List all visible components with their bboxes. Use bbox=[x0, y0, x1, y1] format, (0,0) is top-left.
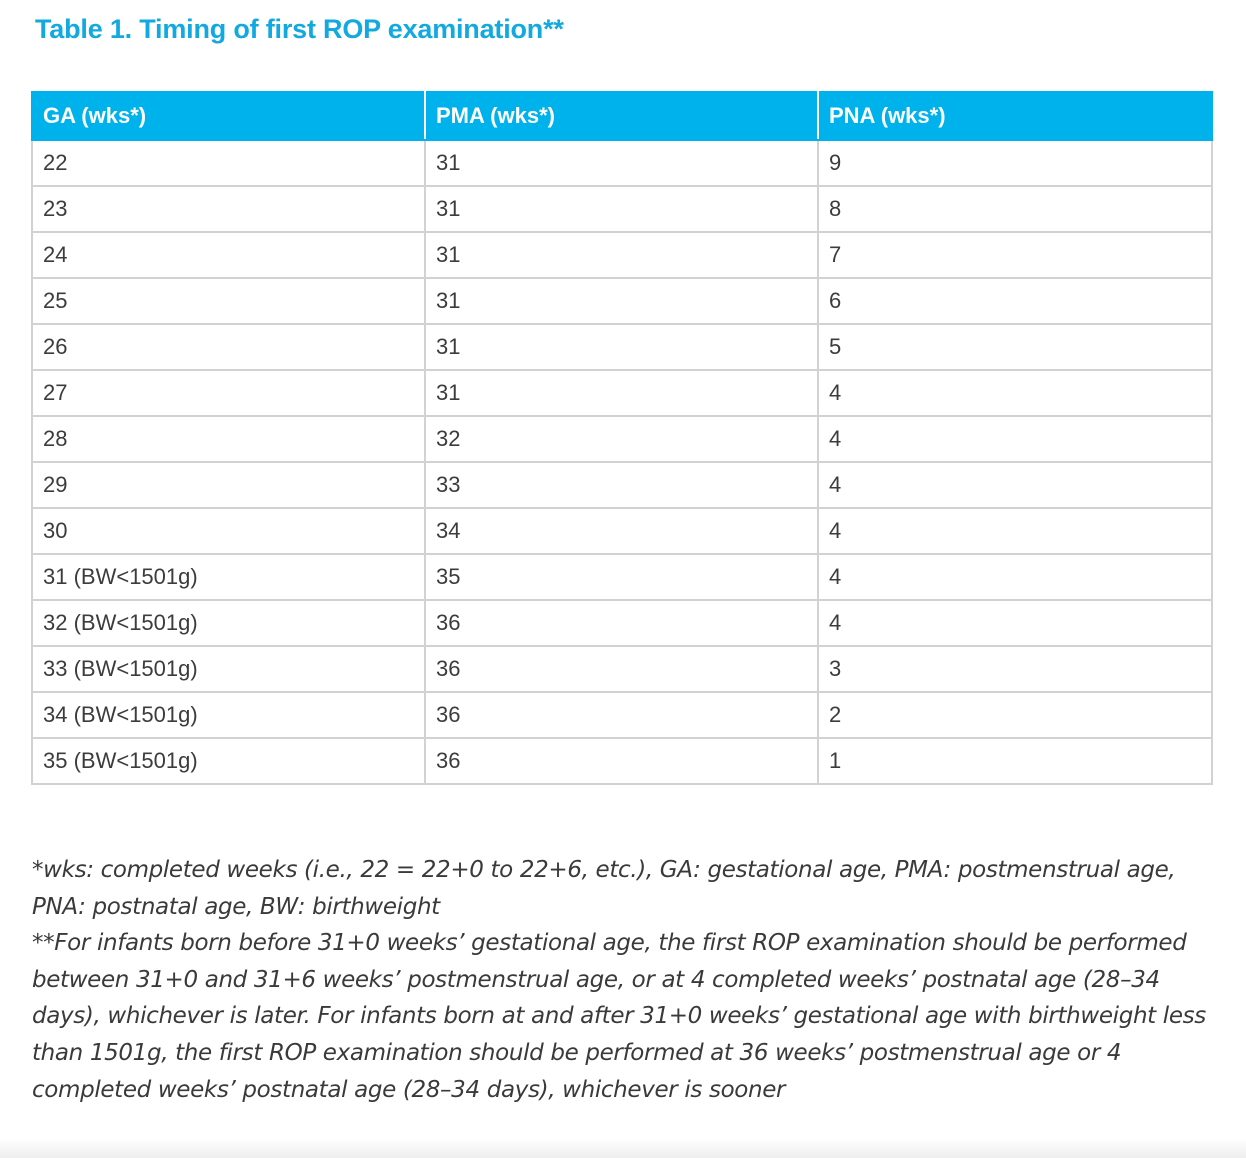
table-row: 26 31 5 bbox=[31, 323, 1213, 371]
table-row: 22 31 9 bbox=[31, 139, 1213, 187]
cell-ga: 34 (BW<1501g) bbox=[31, 691, 426, 739]
cell-pma: 36 bbox=[424, 691, 819, 739]
cell-pma: 31 bbox=[424, 277, 819, 325]
cell-pma: 31 bbox=[424, 323, 819, 371]
cell-pna: 4 bbox=[817, 553, 1213, 601]
cell-pna: 3 bbox=[817, 645, 1213, 693]
table-row: 28 32 4 bbox=[31, 415, 1213, 463]
cell-ga: 33 (BW<1501g) bbox=[31, 645, 426, 693]
footnote-abbreviations: *wks: completed weeks (i.e., 22 = 22+0 t… bbox=[32, 857, 1176, 920]
cell-pma: 31 bbox=[424, 139, 819, 187]
cell-ga: 28 bbox=[31, 415, 426, 463]
cell-ga: 27 bbox=[31, 369, 426, 417]
footnote-timing: **For infants born before 31+0 weeks’ ge… bbox=[32, 930, 1206, 1103]
cell-ga: 23 bbox=[31, 185, 426, 233]
cell-pma: 32 bbox=[424, 415, 819, 463]
cell-ga: 22 bbox=[31, 139, 426, 187]
table-title: Table 1. Timing of first ROP examination… bbox=[35, 14, 564, 44]
cell-pna: 4 bbox=[817, 415, 1213, 463]
table-row: 27 31 4 bbox=[31, 369, 1213, 417]
footnotes: *wks: completed weeks (i.e., 22 = 22+0 t… bbox=[32, 852, 1232, 1108]
cell-pma: 33 bbox=[424, 461, 819, 509]
header-pna: PNA (wks*) bbox=[817, 91, 1213, 141]
header-ga: GA (wks*) bbox=[31, 91, 426, 141]
table-row: 34 (BW<1501g) 36 2 bbox=[31, 691, 1213, 739]
cell-ga: 26 bbox=[31, 323, 426, 371]
header-pma: PMA (wks*) bbox=[424, 91, 819, 141]
cell-ga: 25 bbox=[31, 277, 426, 325]
table-body: 22 31 9 23 31 8 24 31 7 25 31 6 26 31 5 27 31 4 28 32 4 29 33 4… bbox=[31, 139, 1213, 785]
cell-pna: 4 bbox=[817, 369, 1213, 417]
cell-pna: 5 bbox=[817, 323, 1213, 371]
cell-pma: 36 bbox=[424, 645, 819, 693]
cell-ga: 32 (BW<1501g) bbox=[31, 599, 426, 647]
bottom-shadow bbox=[0, 1138, 1246, 1158]
cell-pma: 36 bbox=[424, 599, 819, 647]
cell-ga: 31 (BW<1501g) bbox=[31, 553, 426, 601]
cell-pna: 1 bbox=[817, 737, 1213, 785]
cell-pna: 4 bbox=[817, 599, 1213, 647]
cell-pma: 31 bbox=[424, 185, 819, 233]
cell-pna: 8 bbox=[817, 185, 1213, 233]
cell-pma: 36 bbox=[424, 737, 819, 785]
table-row: 30 34 4 bbox=[31, 507, 1213, 555]
cell-pna: 9 bbox=[817, 139, 1213, 187]
cell-pna: 4 bbox=[817, 507, 1213, 555]
table-row: 25 31 6 bbox=[31, 277, 1213, 325]
cell-ga: 30 bbox=[31, 507, 426, 555]
table-row: 31 (BW<1501g) 35 4 bbox=[31, 553, 1213, 601]
rop-timing-table: GA (wks*) PMA (wks*) PNA (wks*) 22 31 9 23 3… bbox=[31, 91, 1213, 785]
cell-ga: 24 bbox=[31, 231, 426, 279]
cell-pma: 35 bbox=[424, 553, 819, 601]
cell-pna: 2 bbox=[817, 691, 1213, 739]
table-row: 35 (BW<1501g) 36 1 bbox=[31, 737, 1213, 785]
table-header-row: GA (wks*) PMA (wks*) PNA (wks*) bbox=[31, 91, 1213, 141]
table-row: 23 31 8 bbox=[31, 185, 1213, 233]
cell-ga: 35 (BW<1501g) bbox=[31, 737, 426, 785]
cell-pna: 7 bbox=[817, 231, 1213, 279]
cell-pma: 34 bbox=[424, 507, 819, 555]
table-row: 29 33 4 bbox=[31, 461, 1213, 509]
cell-pna: 6 bbox=[817, 277, 1213, 325]
cell-pma: 31 bbox=[424, 369, 819, 417]
table-row: 33 (BW<1501g) 36 3 bbox=[31, 645, 1213, 693]
table-row: 32 (BW<1501g) 36 4 bbox=[31, 599, 1213, 647]
table-row: 24 31 7 bbox=[31, 231, 1213, 279]
cell-ga: 29 bbox=[31, 461, 426, 509]
cell-pma: 31 bbox=[424, 231, 819, 279]
cell-pna: 4 bbox=[817, 461, 1213, 509]
